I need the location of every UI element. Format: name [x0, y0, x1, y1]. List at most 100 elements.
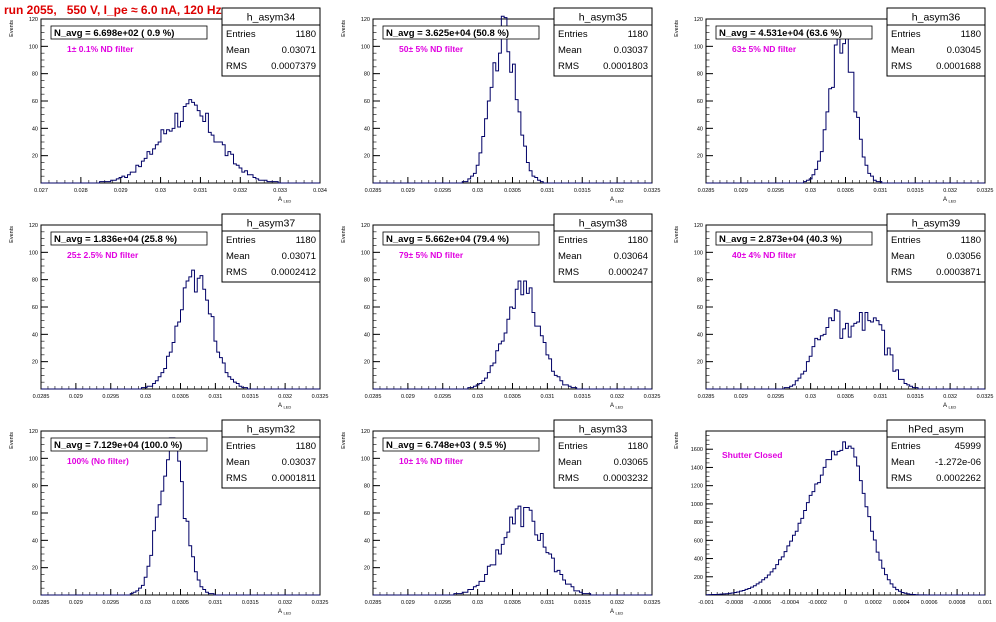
y-tick-label: 20 — [364, 360, 370, 366]
y-tick-label: 80 — [364, 484, 370, 490]
header-label: N_avg = 7.129e+04 (100.0 %) — [54, 440, 182, 451]
x-tick-label: 0.031 — [873, 188, 887, 194]
x-tick-label: 0.0325 — [312, 394, 329, 400]
y-tick-label: 100 — [29, 250, 38, 256]
x-tick-label: 0.0008 — [949, 600, 966, 606]
y-tick-label: 80 — [697, 72, 703, 78]
x-tick-label: 0.03 — [472, 188, 483, 194]
x-tick-label: 0.028 — [74, 188, 88, 194]
histogram-name: h_asym33 — [579, 424, 628, 436]
stat-label-rms: RMS — [226, 473, 247, 484]
x-tick-label: 0.0285 — [698, 188, 715, 194]
y-tick-label: 1400 — [691, 465, 703, 471]
x-tick-label: 0.0285 — [33, 600, 50, 606]
x-axis-label: A LED — [278, 197, 291, 204]
y-tick-label: 20 — [32, 360, 38, 366]
x-tick-label: 0.0295 — [102, 600, 119, 606]
x-tick-label: 0.034 — [313, 188, 327, 194]
stat-value-mean: 0.03037 — [614, 45, 648, 56]
panel-h_asym34: 20 40 60 80 100 120 0.027 0.028 0.029 0.03 0.031 0.… — [9, 7, 327, 204]
x-tick-label: 0 — [844, 600, 847, 606]
page-title: run 2055, 550 V, I_pe ≈ 6.0 nA, 120 Hz — [4, 3, 222, 17]
y-tick-label: 120 — [361, 17, 370, 23]
x-tick-label: 0.001 — [978, 600, 992, 606]
y-tick-label: 80 — [697, 278, 703, 284]
y-tick-label: 100 — [29, 44, 38, 50]
stat-label-rms: RMS — [891, 473, 912, 484]
stat-value-mean: 0.03056 — [947, 251, 981, 262]
stat-value-entries: 1180 — [628, 29, 648, 40]
stat-label-entries: Entries — [891, 441, 921, 452]
x-tick-label: 0.0285 — [33, 394, 50, 400]
x-tick-label: 0.0285 — [698, 394, 715, 400]
x-tick-label: 0.031 — [540, 188, 554, 194]
y-tick-label: 20 — [364, 154, 370, 160]
y-tick-label: 100 — [361, 250, 370, 256]
y-tick-label: 120 — [694, 17, 703, 23]
histogram-line — [41, 269, 320, 390]
histogram-line — [41, 99, 320, 184]
y-tick-label: 60 — [32, 99, 38, 105]
y-tick-label: 40 — [32, 538, 38, 544]
stat-label-rms: RMS — [891, 267, 912, 278]
y-tick-label: 20 — [697, 360, 703, 366]
x-tick-label: 0.0325 — [977, 394, 994, 400]
stat-label-entries: Entries — [226, 29, 256, 40]
x-axis-label: A LED — [278, 609, 291, 616]
y-tick-label: 120 — [29, 223, 38, 229]
header-box — [715, 231, 873, 246]
y-axis-label: Events — [674, 432, 680, 449]
stat-value-rms: 0.000247 — [608, 267, 648, 278]
stat-label-rms: RMS — [226, 267, 247, 278]
x-axis-label: A LED — [610, 403, 623, 410]
x-tick-label: 0.0305 — [172, 394, 189, 400]
x-tick-label: 0.029 — [69, 394, 83, 400]
y-tick-label: 60 — [32, 511, 38, 517]
annotation-label: 25± 2.5% ND filter — [67, 250, 139, 260]
annotation-label: 1± 0.1% ND filter — [67, 44, 134, 54]
stat-label-mean: Mean — [558, 251, 582, 262]
stat-value-mean: 0.03071 — [282, 45, 316, 56]
y-axis-label: Events — [9, 432, 15, 449]
stats-box — [553, 7, 653, 77]
x-tick-label: 0.0305 — [504, 600, 521, 606]
stats-box — [221, 7, 321, 77]
x-tick-label: 0.0315 — [574, 394, 591, 400]
histogram-line — [706, 441, 985, 596]
y-tick-label: 120 — [29, 429, 38, 435]
stat-value-rms: 0.0002412 — [271, 267, 316, 278]
header-box — [50, 437, 208, 452]
stat-value-mean: 0.03064 — [614, 251, 648, 262]
stat-label-mean: Mean — [891, 45, 915, 56]
y-tick-label: 40 — [697, 126, 703, 132]
stat-value-rms: 0.0007379 — [271, 61, 316, 72]
stat-value-entries: 1180 — [296, 29, 316, 40]
header-label: N_avg = 5.662e+04 (79.4 %) — [386, 234, 509, 245]
x-tick-label: 0.029 — [401, 394, 415, 400]
stat-value-rms: 0.0001811 — [272, 473, 316, 484]
x-tick-label: 0.0002 — [865, 600, 882, 606]
annotation-label: 50± 5% ND filter — [399, 44, 464, 54]
annotation-label: 10± 1% ND filter — [399, 456, 464, 466]
y-tick-label: 60 — [32, 305, 38, 311]
histogram-line — [373, 15, 652, 184]
header-label: N_avg = 6.748e+03 ( 9.5 %) — [386, 440, 506, 451]
stat-value-entries: 45999 — [955, 441, 981, 452]
x-tick-label: 0.0315 — [242, 600, 259, 606]
header-label: N_avg = 4.531e+04 (63.6 %) — [719, 28, 842, 39]
stat-value-rms: 0.0001688 — [936, 61, 981, 72]
x-tick-label: 0.0295 — [434, 188, 451, 194]
y-axis-label: Events — [674, 20, 680, 37]
y-axis-label: Events — [341, 432, 347, 449]
header-label: N_avg = 2.873e+04 (40.3 %) — [719, 234, 842, 245]
stat-value-rms: 0.0001803 — [603, 61, 648, 72]
y-axis-label: Events — [9, 226, 15, 243]
x-tick-label: 0.0305 — [172, 600, 189, 606]
x-tick-label: 0.031 — [873, 394, 887, 400]
x-axis-label: A LED — [943, 197, 956, 204]
stat-label-rms: RMS — [558, 473, 579, 484]
x-tick-label: 0.0315 — [574, 600, 591, 606]
y-tick-label: 100 — [361, 44, 370, 50]
stat-label-rms: RMS — [558, 267, 579, 278]
header-label: N_avg = 1.836e+04 (25.8 %) — [54, 234, 177, 245]
